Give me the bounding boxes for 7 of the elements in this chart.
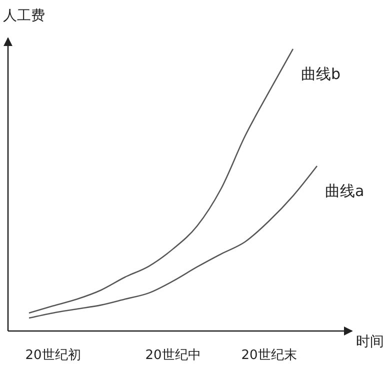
x-tick-label: 20世纪末 bbox=[241, 348, 297, 363]
x-axis-title: 时间 bbox=[356, 334, 384, 350]
y-axis-title: 人工费 bbox=[3, 8, 45, 24]
series-label: 曲线b bbox=[301, 65, 341, 83]
x-tick-label: 20世纪中 bbox=[145, 348, 201, 363]
series-label: 曲线a bbox=[325, 182, 364, 200]
x-tick-label: 20世纪初 bbox=[25, 348, 81, 363]
